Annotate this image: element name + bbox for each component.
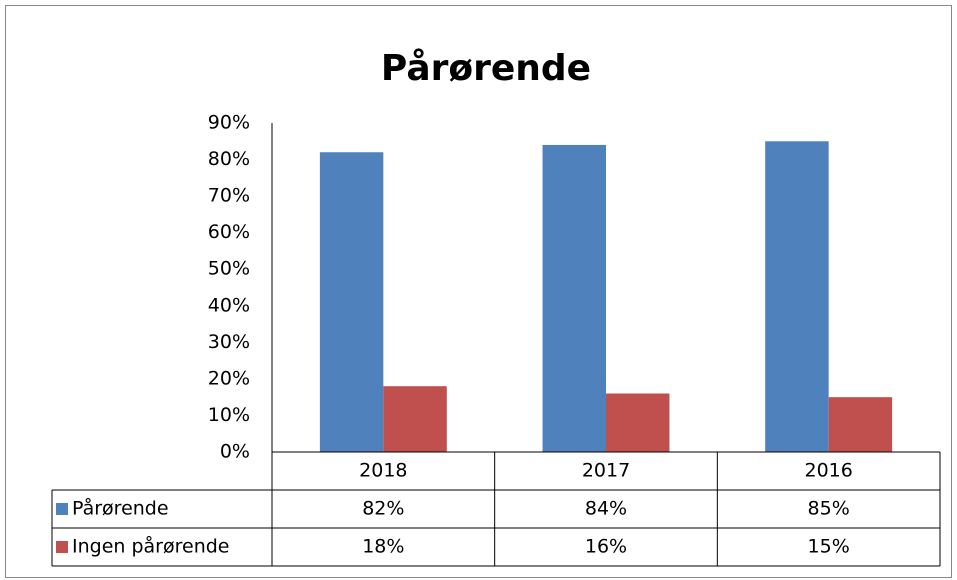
y-tick-label: 60% xyxy=(208,221,250,243)
legend-label: Pårørende xyxy=(72,497,169,520)
table-value: 16% xyxy=(585,536,627,558)
bar xyxy=(319,152,384,452)
chart-title: Pårørende xyxy=(381,48,591,89)
y-tick-label: 20% xyxy=(208,367,250,389)
bar xyxy=(542,144,606,452)
table-value: 18% xyxy=(362,536,404,558)
x-tick-label: 2017 xyxy=(582,460,630,482)
y-tick-label: 30% xyxy=(208,331,250,353)
bar xyxy=(828,397,893,452)
legend-key xyxy=(56,541,68,553)
bar xyxy=(765,141,829,452)
x-tick-label: 2016 xyxy=(804,460,852,482)
y-tick-label: 70% xyxy=(208,185,250,207)
legend-label: Ingen pårørende xyxy=(72,535,230,558)
y-tick-label: 50% xyxy=(208,258,250,280)
y-tick-label: 40% xyxy=(208,294,250,316)
bar xyxy=(383,386,447,452)
table-value: 15% xyxy=(808,536,850,558)
legend-key xyxy=(56,503,68,515)
table-value: 84% xyxy=(585,498,627,520)
bar xyxy=(606,393,670,452)
y-tick-label: 90% xyxy=(208,112,250,134)
table-value: 82% xyxy=(362,498,404,520)
y-tick-label: 0% xyxy=(220,441,250,463)
table-value: 85% xyxy=(808,498,850,520)
x-tick-label: 2018 xyxy=(359,460,407,482)
y-tick-label: 80% xyxy=(208,148,250,170)
y-tick-label: 10% xyxy=(208,404,250,426)
